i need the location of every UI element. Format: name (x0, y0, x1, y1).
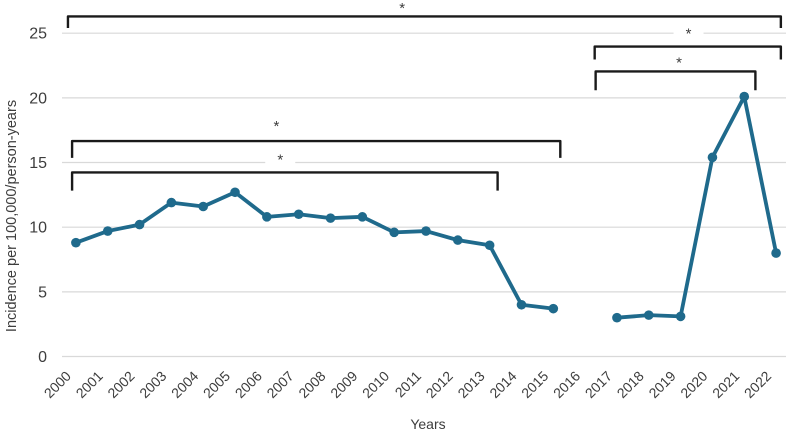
x-tick-label: 2014 (486, 368, 519, 401)
asterisk-background (261, 117, 292, 132)
y-tick-label: 0 (38, 349, 47, 366)
data-point (325, 213, 336, 223)
x-tick-label: 2021 (709, 368, 742, 401)
asterisk-background (673, 24, 704, 39)
data-point (102, 226, 113, 236)
x-tick-label: 2018 (614, 368, 647, 401)
significance-asterisk: * (676, 55, 682, 72)
y-tick-label: 20 (29, 90, 47, 107)
data-point (771, 248, 781, 258)
x-tick-label: 2003 (136, 368, 169, 401)
y-axis-ticks: 0 5 10 15 20 25 (29, 26, 47, 366)
y-tick-label: 10 (29, 220, 47, 237)
significance-asterisk: * (273, 118, 279, 135)
x-tick-label: 2005 (200, 368, 233, 401)
x-axis-ticks: 2000200120022003200420052006200720082009… (41, 368, 775, 401)
data-point (739, 91, 750, 102)
x-tick-label: 2022 (741, 368, 774, 401)
data-point (675, 311, 686, 322)
data-point (707, 152, 718, 163)
x-tick-label: 2020 (677, 368, 710, 401)
y-tick-label: 15 (29, 155, 47, 172)
series-line (74, 190, 556, 311)
data-point (453, 235, 463, 245)
y-tick-label: 5 (38, 284, 47, 301)
data-point (71, 237, 81, 248)
x-tick-label: 2000 (41, 368, 74, 401)
significance-brackets (66, 15, 783, 191)
data-series (71, 91, 781, 323)
x-tick-label: 2016 (550, 368, 583, 401)
x-tick-label: 2010 (359, 368, 392, 401)
significance-asterisk: * (277, 151, 283, 168)
data-point (516, 299, 527, 310)
data-point (198, 201, 209, 212)
significance-asterisk: * (686, 25, 692, 42)
x-tick-label: 2002 (104, 368, 137, 401)
data-point (548, 303, 559, 314)
data-point (612, 312, 622, 323)
x-tick-label: 2009 (327, 368, 360, 401)
data-point (134, 219, 145, 230)
data-point (357, 212, 368, 222)
significance-asterisk: * (399, 0, 405, 17)
x-tick-label: 2004 (168, 368, 201, 401)
data-point (293, 209, 304, 220)
data-point (484, 240, 495, 251)
y-axis-title: Incidence per 100,000/person-years (4, 100, 20, 332)
asterisk-background (387, 0, 418, 14)
data-point (166, 197, 177, 208)
significance-bracket (594, 70, 757, 91)
x-tick-label: 2007 (263, 368, 296, 401)
x-tick-label: 2019 (645, 368, 678, 401)
significance-bracket (70, 171, 499, 191)
x-tick-label: 2012 (423, 368, 456, 401)
data-point (262, 212, 272, 222)
data-point (421, 226, 431, 236)
x-tick-label: 2015 (518, 368, 551, 401)
data-point (643, 310, 654, 320)
asterisk-background (265, 150, 296, 165)
gridlines (62, 32, 786, 358)
x-tick-label: 2017 (582, 368, 615, 401)
y-tick-label: 25 (29, 26, 47, 43)
x-tick-label: 2013 (454, 368, 487, 401)
data-point (389, 227, 399, 238)
x-tick-label: 2006 (232, 368, 265, 401)
significance-bracket (593, 45, 783, 60)
significance-bracket (66, 15, 783, 29)
x-tick-label: 2008 (295, 368, 328, 401)
significance-asterisks: ***** (273, 0, 691, 168)
x-axis-title: Years (410, 416, 445, 432)
asterisk-background (664, 54, 695, 69)
significance-bracket (70, 139, 562, 158)
data-point (230, 187, 240, 198)
x-tick-label: 2001 (73, 368, 106, 401)
asterisk-backgrounds (261, 0, 704, 165)
x-tick-label: 2011 (392, 368, 425, 401)
series-line (615, 94, 778, 320)
